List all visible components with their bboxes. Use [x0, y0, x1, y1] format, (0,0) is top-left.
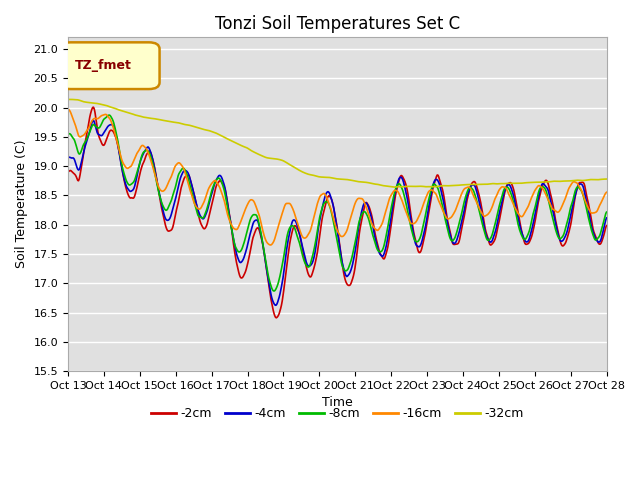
Title: Tonzi Soil Temperatures Set C: Tonzi Soil Temperatures Set C — [214, 15, 460, 33]
FancyBboxPatch shape — [60, 42, 159, 89]
Legend: -2cm, -4cm, -8cm, -16cm, -32cm: -2cm, -4cm, -8cm, -16cm, -32cm — [145, 402, 529, 425]
Text: TZ_fmet: TZ_fmet — [74, 59, 131, 72]
Y-axis label: Soil Temperature (C): Soil Temperature (C) — [15, 140, 28, 268]
X-axis label: Time: Time — [322, 396, 353, 409]
